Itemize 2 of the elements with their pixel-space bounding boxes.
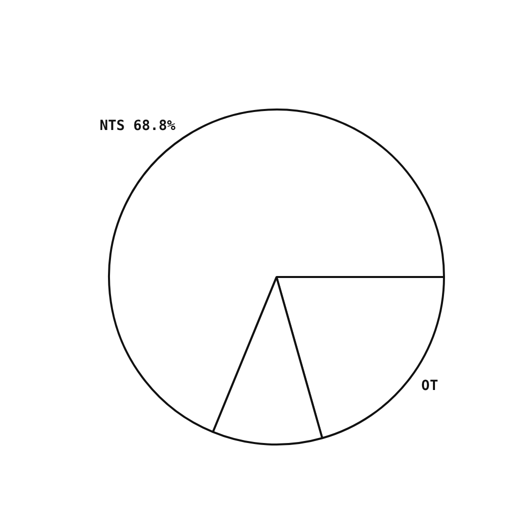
slice-label: NTS 68.8%: [100, 118, 176, 134]
slice-label: OT: [421, 378, 438, 394]
